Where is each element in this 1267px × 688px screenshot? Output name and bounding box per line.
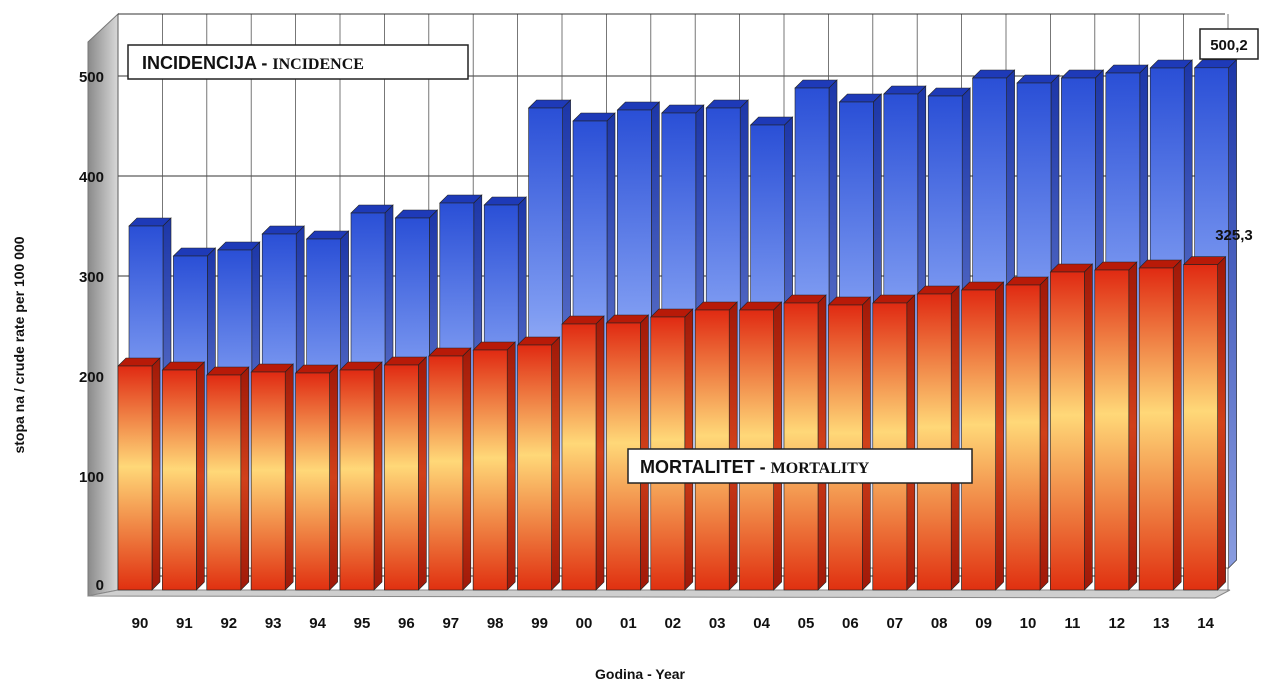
left-wall	[87, 12, 119, 597]
legend-mortality-main: MORTALITET	[640, 457, 755, 477]
y-tick-label: 100	[79, 469, 104, 486]
legend-incidence-main: INCIDENCIJA	[142, 53, 257, 73]
x-tick-label: 91	[176, 615, 193, 632]
x-tick-label: 01	[620, 615, 637, 632]
mortality-bar-00	[561, 315, 605, 591]
y-tick-label: 200	[79, 369, 104, 386]
y-axis-ticks: 0 100 200 300 400 500	[79, 69, 104, 594]
legend-incidence-sub: INCIDENCE	[272, 56, 364, 73]
mortality-bar-05	[783, 294, 827, 591]
chart-walls	[87, 12, 1231, 599]
mortality-bar-93	[250, 363, 294, 591]
mortality-bar-97	[428, 347, 472, 591]
mortality-bar-08	[916, 285, 960, 591]
x-tick-label: 07	[886, 615, 903, 632]
x-tick-label: 90	[132, 615, 149, 632]
y-axis-label: stopa na / crude rate per 100 000	[11, 236, 27, 453]
annotation-incidence-14: 500,2	[1199, 28, 1259, 60]
x-tick-label: 96	[398, 615, 415, 632]
x-tick-label: 08	[931, 615, 948, 632]
y-tick-label: 300	[79, 269, 104, 286]
x-tick-label: 11	[1064, 615, 1080, 632]
y-tick-label: 400	[79, 169, 104, 186]
x-tick-label: 05	[798, 615, 815, 632]
mortality-bar-07	[872, 294, 916, 591]
y-tick-label: 0	[96, 577, 104, 594]
x-axis-ticks: 90 91 92 93 94 95 96 97 98 99 00 01 02 03 04 05 06 07 08 09…	[132, 615, 1215, 632]
x-tick-label: 97	[442, 615, 459, 632]
x-tick-label: 92	[220, 615, 237, 632]
legend-incidence-box: INCIDENCIJA - INCIDENCE	[127, 44, 469, 80]
mortality-bar-91	[161, 361, 206, 591]
y-tick-label: 500	[79, 69, 104, 86]
legend-incidence-sep: -	[256, 53, 272, 73]
legend-mortality-sep: -	[755, 457, 771, 477]
svg-text:INCIDENCIJA - INCIDENCE: INCIDENCIJA - INCIDENCE	[142, 53, 364, 73]
x-tick-label: 14	[1197, 615, 1214, 632]
mortality-bar-92	[206, 366, 250, 591]
x-tick-label: 93	[265, 615, 282, 632]
mortality-bar-14	[1182, 255, 1227, 591]
x-tick-label: 12	[1108, 615, 1125, 632]
mortality-bar-12	[1094, 261, 1138, 591]
x-tick-label: 10	[1020, 615, 1037, 632]
mortality-bar-03	[694, 301, 738, 591]
x-tick-label: 02	[664, 615, 681, 632]
x-axis-label: Godina - Year	[595, 666, 686, 682]
mortality-bar-96	[383, 356, 428, 591]
x-tick-label: 03	[709, 615, 726, 632]
x-tick-label: 06	[842, 615, 859, 632]
mortality-bar-04	[738, 301, 783, 591]
floor	[87, 589, 1231, 599]
mortality-bar-13	[1138, 259, 1182, 591]
svg-text:MORTALITET - MORTALITY: MORTALITET - MORTALITY	[640, 457, 870, 477]
legend-mortality-box: MORTALITET - MORTALITY	[627, 448, 973, 484]
legend-mortality-sub: MORTALITY	[771, 460, 870, 477]
mortality-bar-99	[516, 336, 561, 591]
x-tick-label: 04	[753, 615, 770, 632]
x-tick-label: 13	[1153, 615, 1170, 632]
x-tick-label: 95	[354, 615, 371, 632]
mortality-bar-98	[472, 341, 516, 591]
annotation-mortality-14-label: 325,3	[1215, 227, 1253, 244]
x-tick-label: 09	[975, 615, 992, 632]
x-tick-label: 94	[309, 615, 326, 632]
annotation-mortality-14: 325,3	[1215, 227, 1253, 244]
mortality-bar-09	[960, 281, 1005, 591]
mortality-bar-10	[1005, 276, 1049, 591]
x-tick-label: 98	[487, 615, 504, 632]
x-tick-label: 99	[531, 615, 548, 632]
mortality-bar-11	[1049, 263, 1094, 591]
mortality-bar-06	[827, 296, 872, 591]
annotation-incidence-14-label: 500,2	[1210, 37, 1248, 54]
x-tick-label: 00	[576, 615, 593, 632]
mortality-bar-90	[117, 357, 161, 591]
mortality-bar-95	[339, 361, 383, 591]
mortality-bar-94	[294, 364, 339, 591]
